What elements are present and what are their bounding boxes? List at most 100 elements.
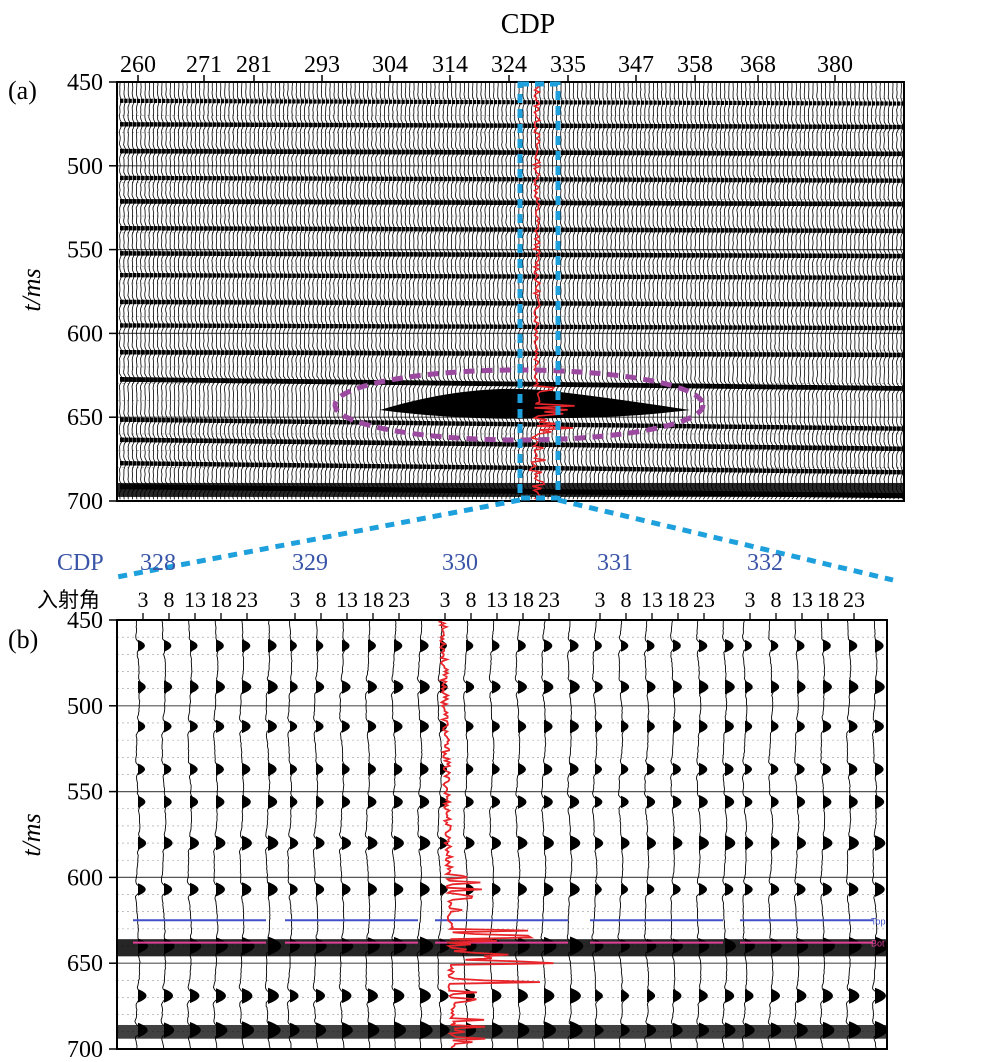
panel-a-trace-peak <box>481 177 485 182</box>
panel-a-trace <box>337 82 343 500</box>
panel-b-trace-lobe <box>621 989 629 1002</box>
panel-b-trace-lobe <box>342 882 351 897</box>
panel-a-trace-peak <box>162 377 167 383</box>
panel-a-trace-peak <box>661 274 666 280</box>
panel-a-trace-peak <box>334 226 338 232</box>
panel-a-trace-peak <box>468 252 473 257</box>
panel-a-trace-peak <box>708 124 712 129</box>
panel-a-trace-peak <box>619 200 624 206</box>
panel-a-trace-peak <box>426 227 431 232</box>
panel-a-trace-peak <box>178 438 183 443</box>
panel-a-trace-peak <box>645 177 649 182</box>
panel-a-trace-peak <box>342 149 347 155</box>
panel-a-trace-peak <box>145 175 149 181</box>
panel-a-trace-peak <box>451 200 456 205</box>
panel-b-trace-lobe <box>570 762 579 777</box>
panel-a-trace-peak <box>254 462 259 467</box>
panel-a-trace-peak <box>141 461 145 466</box>
panel-a-trace-peak <box>422 149 427 155</box>
panel-a-trace-peak <box>372 464 376 469</box>
panel-a-trace-peak <box>750 124 754 129</box>
panel-a-trace-peak <box>712 444 717 449</box>
panel-a-trace-peak <box>376 440 381 446</box>
panel-a-trace-peak <box>653 100 657 105</box>
panel-a-trace-peak <box>674 423 679 429</box>
panel-a-trace-peak <box>754 424 758 430</box>
panel-a-trace-peak <box>565 382 570 387</box>
panel-b-trace-lobe <box>138 720 146 733</box>
panel-a-trace-peak <box>174 461 179 467</box>
panel-a-trace-peak <box>867 446 872 451</box>
panel-a-trace-peak <box>754 178 758 183</box>
panel-a-trace-peak <box>808 178 813 183</box>
panel-a-trace-peak <box>178 199 183 204</box>
panel-a-trace-peak <box>754 384 759 390</box>
panel-a-trace-peak <box>464 200 469 205</box>
panel-a-trace-peak <box>884 469 889 475</box>
panel-a-trace-peak <box>220 122 225 127</box>
panel-a-trace-peak <box>405 300 410 306</box>
panel-a-trace-peak <box>573 200 578 206</box>
panel-a-trace-peak <box>447 123 452 128</box>
panel-a-trace-peak <box>699 467 704 473</box>
panel-a-trace-peak <box>611 423 616 428</box>
panel-a-trace-peak <box>376 324 380 329</box>
panel-a-trace-peak <box>506 442 511 447</box>
panel-a-trace-peak <box>628 150 633 156</box>
panel-a-trace <box>345 82 351 500</box>
panel-a-trace-peak <box>506 252 511 257</box>
panel-a-trace-peak <box>414 420 418 426</box>
panel-b-trace-lobe <box>216 795 225 809</box>
panel-a-trace-peak <box>258 273 263 278</box>
panel-a-trace-peak <box>317 273 322 278</box>
panel-a-trace-peak <box>204 438 208 444</box>
panel-a-trace-peak <box>409 99 414 104</box>
panel-a-trace-peak <box>233 99 237 104</box>
panel-a-x-tick-label: 281 <box>236 52 272 78</box>
panel-a-trace-peak <box>716 253 721 258</box>
panel-a-trace <box>333 82 338 500</box>
panel-a-trace-peak <box>254 176 259 181</box>
panel-a-trace-peak <box>884 151 889 157</box>
panel-b-trace-lobe <box>290 795 298 808</box>
panel-b-trace-lobe <box>621 763 629 776</box>
panel-a-trace-peak <box>712 201 717 206</box>
panel-a-trace-peak <box>208 99 212 104</box>
panel-a-trace-peak <box>271 199 276 205</box>
panel-a-trace-peak <box>708 444 712 449</box>
panel-a-trace-peak <box>733 177 737 183</box>
panel-a-trace-peak <box>666 467 670 472</box>
panel-a-trace-peak <box>607 423 611 428</box>
panel-a-trace-peak <box>309 149 313 155</box>
panel-a-trace-peak <box>687 444 691 449</box>
panel-a-trace-peak <box>456 464 460 470</box>
panel-b-trace-lobe <box>725 794 735 809</box>
panel-a-trace-peak <box>393 380 398 385</box>
panel-a-trace-peak <box>771 352 775 357</box>
panel-a-trace-peak <box>485 301 490 306</box>
panel-a-trace-peak <box>632 252 637 258</box>
panel-a-trace-peak <box>174 199 179 204</box>
panel-a-trace-peak <box>246 199 250 205</box>
panel-a-trace-peak <box>380 99 384 104</box>
panel-a-trace-peak <box>653 227 658 233</box>
panel-a-trace-peak <box>485 150 490 155</box>
panel-a-trace-peak <box>796 384 801 390</box>
panel-a-trace-peak <box>237 378 242 384</box>
panel-a-trace-peak <box>267 176 271 181</box>
panel-a-trace-peak <box>838 151 843 156</box>
panel-a-trace-peak <box>699 228 704 233</box>
panel-a-trace-peak <box>590 442 595 448</box>
panel-a-trace-peak <box>229 251 233 256</box>
panel-a-trace-peak <box>502 351 506 356</box>
panel-a-trace-peak <box>645 443 649 449</box>
panel-a-trace-peak <box>502 465 506 470</box>
panel-a-trace <box>757 82 763 500</box>
panel-b-trace-lobe <box>647 989 656 1003</box>
panel-a-trace-peak <box>225 323 229 328</box>
panel-a-trace-peak <box>304 350 309 356</box>
panel-b-trace-lobe <box>138 836 147 850</box>
panel-a-trace-peak <box>216 323 221 328</box>
panel-a-trace-peak <box>216 226 221 231</box>
panel-a-trace-peak <box>670 150 675 156</box>
